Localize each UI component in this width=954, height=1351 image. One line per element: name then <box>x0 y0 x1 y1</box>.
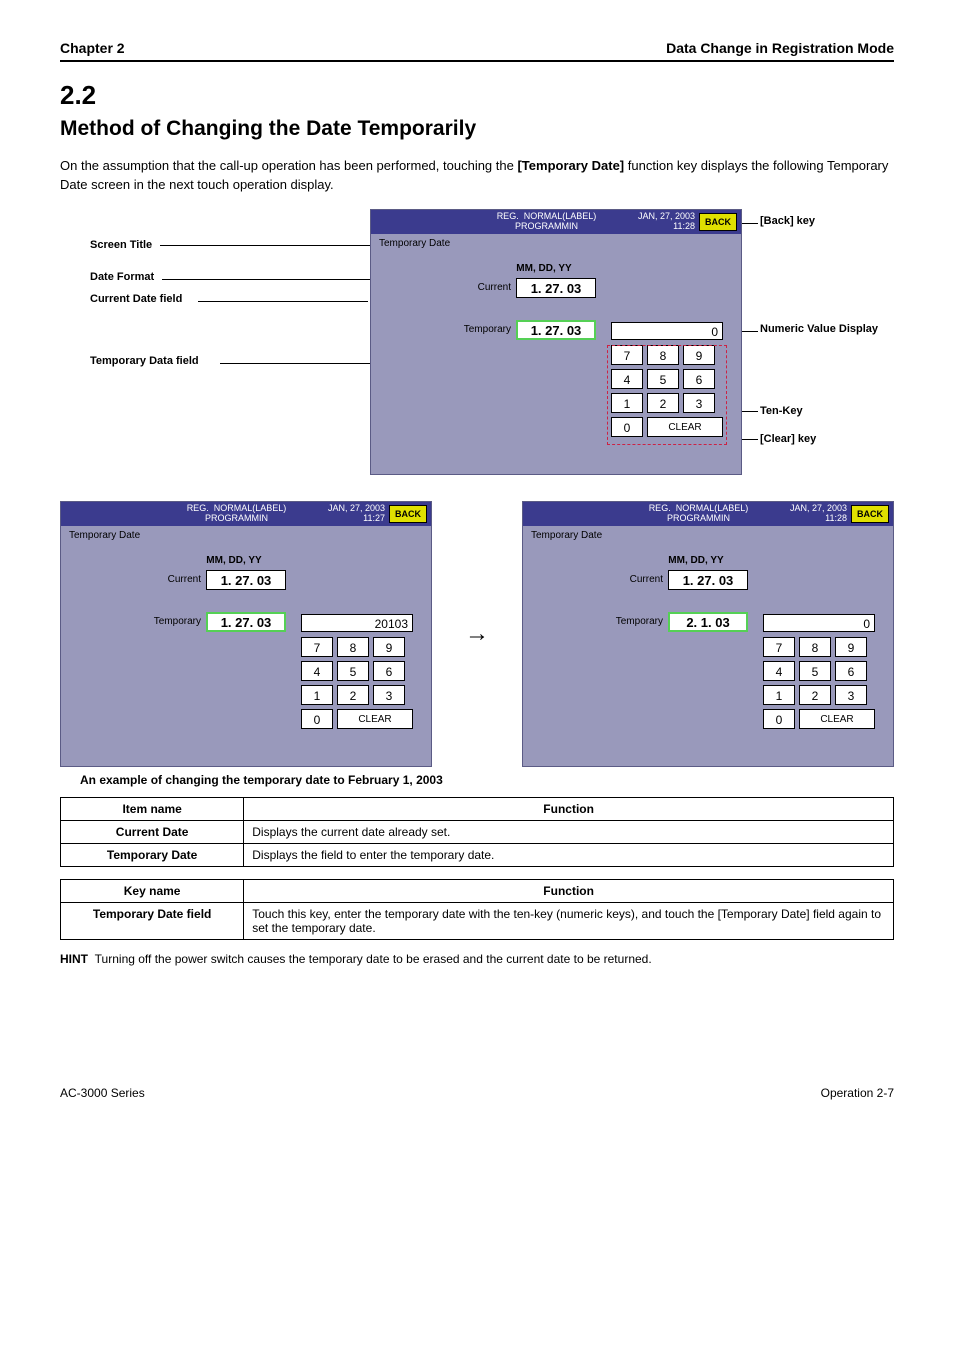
key-2[interactable]: 2 <box>337 685 369 705</box>
table-items: Item name Function Current Date Displays… <box>60 797 894 867</box>
key-8[interactable]: 8 <box>799 637 831 657</box>
temporary-date-field[interactable]: 1. 27. 03 <box>516 320 596 340</box>
panel-left: REG. NORMAL(LABEL)PROGRAMMIN JAN, 27, 20… <box>60 501 432 767</box>
td-key1: Temporary Date field <box>61 902 244 939</box>
current-date-field: 1. 27. 03 <box>516 278 596 298</box>
key-2[interactable]: 2 <box>799 685 831 705</box>
key-6[interactable]: 6 <box>373 661 405 681</box>
panel-main: REG. NORMAL(LABEL)PROGRAMMIN JAN, 27, 20… <box>370 209 742 475</box>
key-5[interactable]: 5 <box>799 661 831 681</box>
key-0[interactable]: 0 <box>763 709 795 729</box>
current-date-field: 1. 27. 03 <box>668 570 748 590</box>
callout-current: Current Date field <box>90 293 182 305</box>
key-7[interactable]: 7 <box>763 637 795 657</box>
th-func2: Function <box>244 879 894 902</box>
th-item: Item name <box>61 797 244 820</box>
main-panel-area: Screen Title Date Format Current Date fi… <box>60 209 894 489</box>
th-key: Key name <box>61 879 244 902</box>
key-clear[interactable]: CLEAR <box>337 709 413 729</box>
example-note: An example of changing the temporary dat… <box>80 773 894 787</box>
key-9[interactable]: 9 <box>373 637 405 657</box>
td-keyfunc1: Touch this key, enter the temporary date… <box>244 902 894 939</box>
key-6[interactable]: 6 <box>835 661 867 681</box>
key-5[interactable]: 5 <box>337 661 369 681</box>
key-0[interactable]: 0 <box>301 709 333 729</box>
panel-right: REG. NORMAL(LABEL)PROGRAMMIN JAN, 27, 20… <box>522 501 894 767</box>
header-left: Chapter 2 <box>60 40 125 56</box>
bluebar-left: REG. NORMAL(LABEL)PROGRAMMIN JAN, 27, 20… <box>61 502 431 526</box>
callout-temp: Temporary Data field <box>90 355 199 367</box>
footer: AC-3000 Series Operation 2-7 <box>60 1086 894 1100</box>
key-8[interactable]: 8 <box>337 637 369 657</box>
back-button[interactable]: BACK <box>699 213 737 231</box>
callout-keys: Ten-Key <box>760 405 803 417</box>
temporary-date-field[interactable]: 1. 27. 03 <box>206 612 286 632</box>
callout-format: Date Format <box>90 271 154 283</box>
temporary-label: Temporary <box>461 324 516 335</box>
key-4[interactable]: 4 <box>301 661 333 681</box>
temporary-date-field[interactable]: 2. 1. 03 <box>668 612 748 632</box>
arrow-icon: → <box>465 620 489 648</box>
key-7[interactable]: 7 <box>301 637 333 657</box>
hint-paragraph: HINT Turning off the power switch causes… <box>60 952 894 966</box>
th-func: Function <box>244 797 894 820</box>
intro-paragraph: On the assumption that the call-up opera… <box>60 157 894 195</box>
keypad-display: 0 <box>763 614 875 632</box>
header-right: Data Change in Registration Mode <box>666 40 894 56</box>
doc-header: Chapter 2 Data Change in Registration Mo… <box>60 40 894 62</box>
format-label: MM, DD, YY <box>499 263 589 274</box>
keypad-display: 20103 <box>301 614 413 632</box>
bluebar: REG. NORMAL(LABEL)PROGRAMMIN JAN, 27, 20… <box>371 210 741 234</box>
key-9[interactable]: 9 <box>835 637 867 657</box>
keypad-display: 0 <box>611 322 723 340</box>
key-1[interactable]: 1 <box>301 685 333 705</box>
key-1[interactable]: 1 <box>763 685 795 705</box>
key-clear[interactable]: CLEAR <box>799 709 875 729</box>
section-title: Method of Changing the Date Temporarily <box>60 117 894 141</box>
td-item1: Current Date <box>61 820 244 843</box>
callout-disp: Numeric Value Display <box>760 323 878 335</box>
back-button[interactable]: BACK <box>389 505 427 523</box>
callout-back: [Back] key <box>760 215 815 227</box>
callout-title: Screen Title <box>90 239 152 251</box>
key-3[interactable]: 3 <box>835 685 867 705</box>
current-label: Current <box>461 282 516 293</box>
key-4[interactable]: 4 <box>763 661 795 681</box>
td-func2: Displays the field to enter the temporar… <box>244 843 894 866</box>
back-button[interactable]: BACK <box>851 505 889 523</box>
section-number: 2.2 <box>60 80 894 111</box>
two-panels: REG. NORMAL(LABEL)PROGRAMMIN JAN, 27, 20… <box>60 501 894 767</box>
footer-left: AC-3000 Series <box>60 1086 145 1100</box>
table-keys: Key name Function Temporary Date field T… <box>60 879 894 940</box>
td-item2: Temporary Date <box>61 843 244 866</box>
footer-right: Operation 2-7 <box>821 1086 894 1100</box>
td-func1: Displays the current date already set. <box>244 820 894 843</box>
callout-clear: [Clear] key <box>760 433 816 445</box>
panel-title: Temporary Date <box>371 234 741 253</box>
bluebar-right: REG. NORMAL(LABEL)PROGRAMMIN JAN, 27, 20… <box>523 502 893 526</box>
key-3[interactable]: 3 <box>373 685 405 705</box>
keypad-highlight <box>607 345 727 445</box>
current-date-field: 1. 27. 03 <box>206 570 286 590</box>
